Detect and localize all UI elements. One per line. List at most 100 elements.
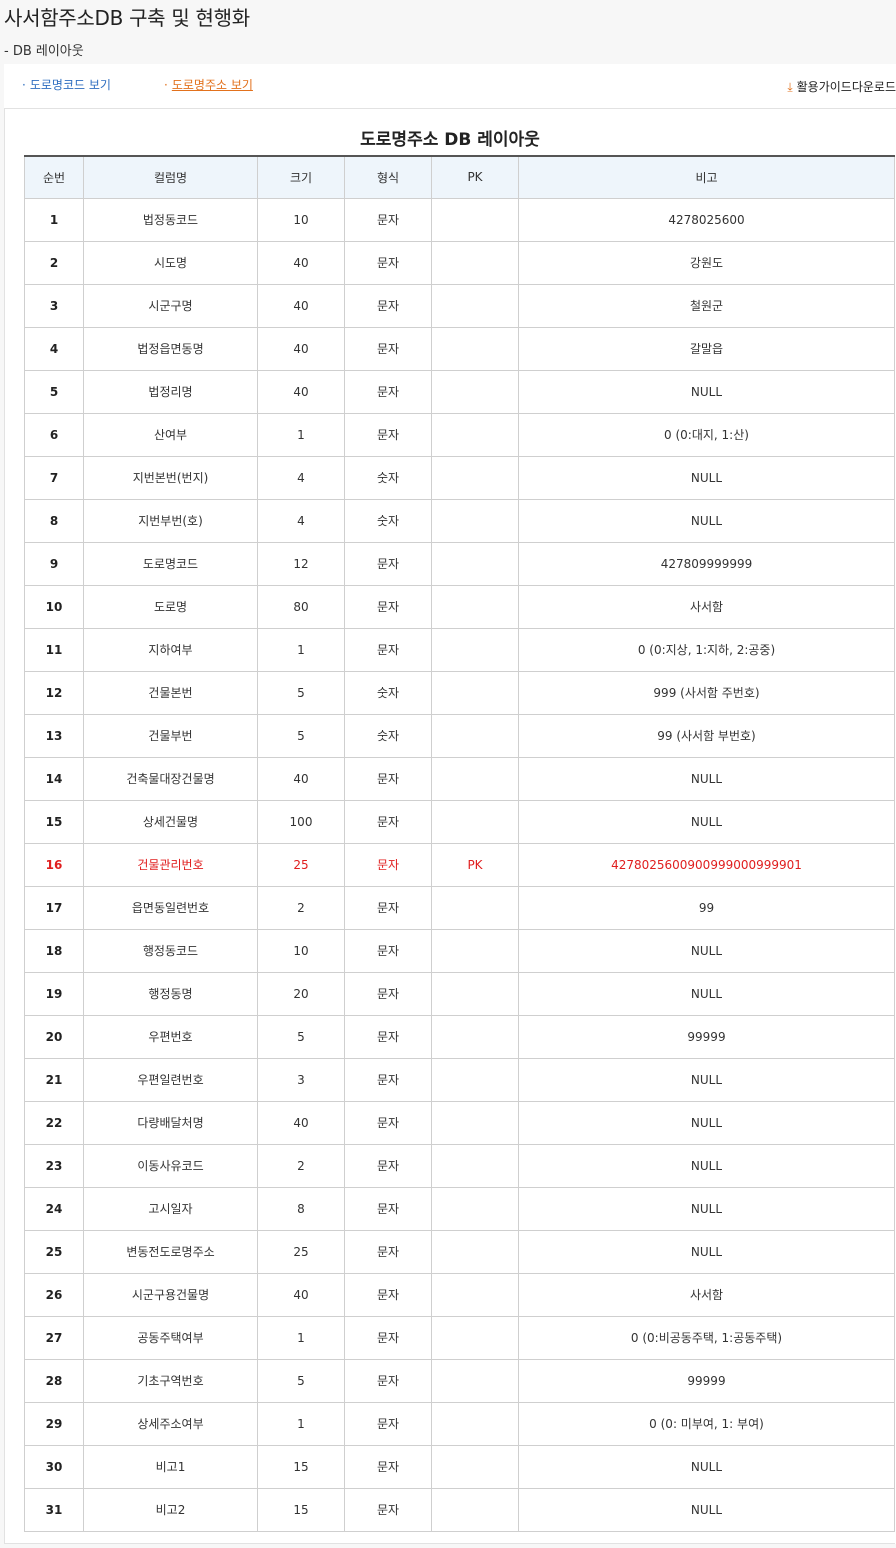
- cell-note: NULL: [518, 1229, 895, 1274]
- page-title: 사서함주소DB 구축 및 현행화: [4, 6, 250, 30]
- cell-type: 문자: [344, 369, 432, 414]
- cell-size: 5: [257, 670, 345, 715]
- cell-seq: 28: [24, 1358, 84, 1403]
- cell-size: 10: [257, 928, 345, 973]
- cell-size: 80: [257, 584, 345, 629]
- table-row: 27 공동주택여부 1 문자 0 (0:비공동주택, 1:공동주택): [24, 1315, 895, 1360]
- table-row: 9 도로명코드 12 문자 427809999999: [24, 541, 895, 586]
- cell-size: 40: [257, 326, 345, 371]
- cell-note: 99: [518, 885, 895, 930]
- cell-seq: 2: [24, 240, 84, 285]
- cell-note: NULL: [518, 498, 895, 543]
- table-row: 12 건물본번 5 숫자 999 (사서함 주번호): [24, 670, 895, 715]
- cell-note: 99 (사서함 부번호): [518, 713, 895, 758]
- table-row: 2 시도명 40 문자 강원도: [24, 240, 895, 285]
- cell-seq: 8: [24, 498, 84, 543]
- cell-size: 5: [257, 1358, 345, 1403]
- cell-type: 문자: [344, 627, 432, 672]
- table-row: 29 상세주소여부 1 문자 0 (0: 미부여, 1: 부여): [24, 1401, 895, 1446]
- cell-type: 문자: [344, 799, 432, 844]
- cell-size: 2: [257, 885, 345, 930]
- cell-size: 1: [257, 1315, 345, 1360]
- cell-pk: [431, 455, 519, 500]
- table-row: 30 비고1 15 문자 NULL: [24, 1444, 895, 1489]
- cell-note: NULL: [518, 1100, 895, 1145]
- cell-seq: 5: [24, 369, 84, 414]
- cell-type: 문자: [344, 1487, 432, 1532]
- cell-size: 40: [257, 369, 345, 414]
- cell-size: 4: [257, 498, 345, 543]
- tab-road-address-label: 도로명주소 보기: [171, 78, 253, 92]
- cell-size: 5: [257, 1014, 345, 1059]
- cell-type: 문자: [344, 928, 432, 973]
- header-pk: PK: [431, 155, 519, 199]
- download-guide-link[interactable]: ⤓ 활용가이드다운로드: [787, 78, 896, 95]
- cell-column-name: 지번본번(번지): [83, 455, 258, 500]
- cell-type: 문자: [344, 240, 432, 285]
- cell-size: 4: [257, 455, 345, 500]
- cell-pk: [431, 799, 519, 844]
- cell-seq: 20: [24, 1014, 84, 1059]
- cell-column-name: 건축물대장건물명: [83, 756, 258, 801]
- cell-pk: [431, 1401, 519, 1446]
- table-row: 25 변동전도로명주소 25 문자 NULL: [24, 1229, 895, 1274]
- cell-column-name: 변동전도로명주소: [83, 1229, 258, 1274]
- cell-column-name: 비고2: [83, 1487, 258, 1532]
- cell-type: 문자: [344, 541, 432, 586]
- cell-seq: 14: [24, 756, 84, 801]
- cell-type: 문자: [344, 283, 432, 328]
- cell-seq: 12: [24, 670, 84, 715]
- cell-pk: [431, 627, 519, 672]
- tab-road-code[interactable]: · 도로명코드 보기: [22, 76, 111, 93]
- cell-note: 강원도: [518, 240, 895, 285]
- cell-size: 3: [257, 1057, 345, 1102]
- cell-pk: [431, 1057, 519, 1102]
- table-row: 15 상세건물명 100 문자 NULL: [24, 799, 895, 844]
- cell-type: 문자: [344, 1014, 432, 1059]
- table-row: 8 지번부번(호) 4 숫자 NULL: [24, 498, 895, 543]
- cell-type: 숫자: [344, 455, 432, 500]
- content-box: · 도로명코드 보기 · 도로명주소 보기 ⤓ 활용가이드다운로드 도로명주소 DB …: [4, 64, 896, 1544]
- cell-type: 문자: [344, 842, 432, 887]
- cell-pk: [431, 756, 519, 801]
- cell-note: NULL: [518, 756, 895, 801]
- cell-pk: [431, 670, 519, 715]
- cell-type: 문자: [344, 1057, 432, 1102]
- download-icon: ⤓: [787, 80, 793, 94]
- cell-size: 15: [257, 1444, 345, 1489]
- cell-type: 문자: [344, 1272, 432, 1317]
- table-row: 16 건물관리번호 25 문자 PK 4278025600900999000999901: [24, 842, 895, 887]
- cell-type: 문자: [344, 971, 432, 1016]
- table-row: 5 법정리명 40 문자 NULL: [24, 369, 895, 414]
- cell-size: 1: [257, 412, 345, 457]
- cell-pk: [431, 1229, 519, 1274]
- cell-note: 99999: [518, 1358, 895, 1403]
- table-body: 1 법정동코드 10 문자 4278025600 2 시도명 40 문자 강원도 3 시군구명 40 문자…: [24, 197, 895, 1532]
- table-row: 21 우편일련번호 3 문자 NULL: [24, 1057, 895, 1102]
- tab-road-address[interactable]: · 도로명주소 보기: [164, 76, 253, 93]
- cell-type: 문자: [344, 1186, 432, 1231]
- cell-pk: [431, 541, 519, 586]
- table-row: 19 행정동명 20 문자 NULL: [24, 971, 895, 1016]
- cell-column-name: 도로명코드: [83, 541, 258, 586]
- cell-seq: 4: [24, 326, 84, 371]
- cell-seq: 6: [24, 412, 84, 457]
- cell-seq: 22: [24, 1100, 84, 1145]
- table-row: 11 지하여부 1 문자 0 (0:지상, 1:지하, 2:공중): [24, 627, 895, 672]
- cell-pk: [431, 197, 519, 242]
- cell-column-name: 건물관리번호: [83, 842, 258, 887]
- cell-seq: 11: [24, 627, 84, 672]
- cell-note: 99999: [518, 1014, 895, 1059]
- cell-note: 갈말읍: [518, 326, 895, 371]
- table-row: 10 도로명 80 문자 사서함: [24, 584, 895, 629]
- cell-pk: [431, 1272, 519, 1317]
- cell-note: 4278025600: [518, 197, 895, 242]
- cell-type: 문자: [344, 326, 432, 371]
- cell-type: 문자: [344, 885, 432, 930]
- table-row: 17 읍면동일련번호 2 문자 99: [24, 885, 895, 930]
- cell-column-name: 법정동코드: [83, 197, 258, 242]
- cell-seq: 27: [24, 1315, 84, 1360]
- cell-seq: 25: [24, 1229, 84, 1274]
- cell-pk: [431, 1358, 519, 1403]
- page-subtitle: - DB 레이아웃: [4, 44, 84, 59]
